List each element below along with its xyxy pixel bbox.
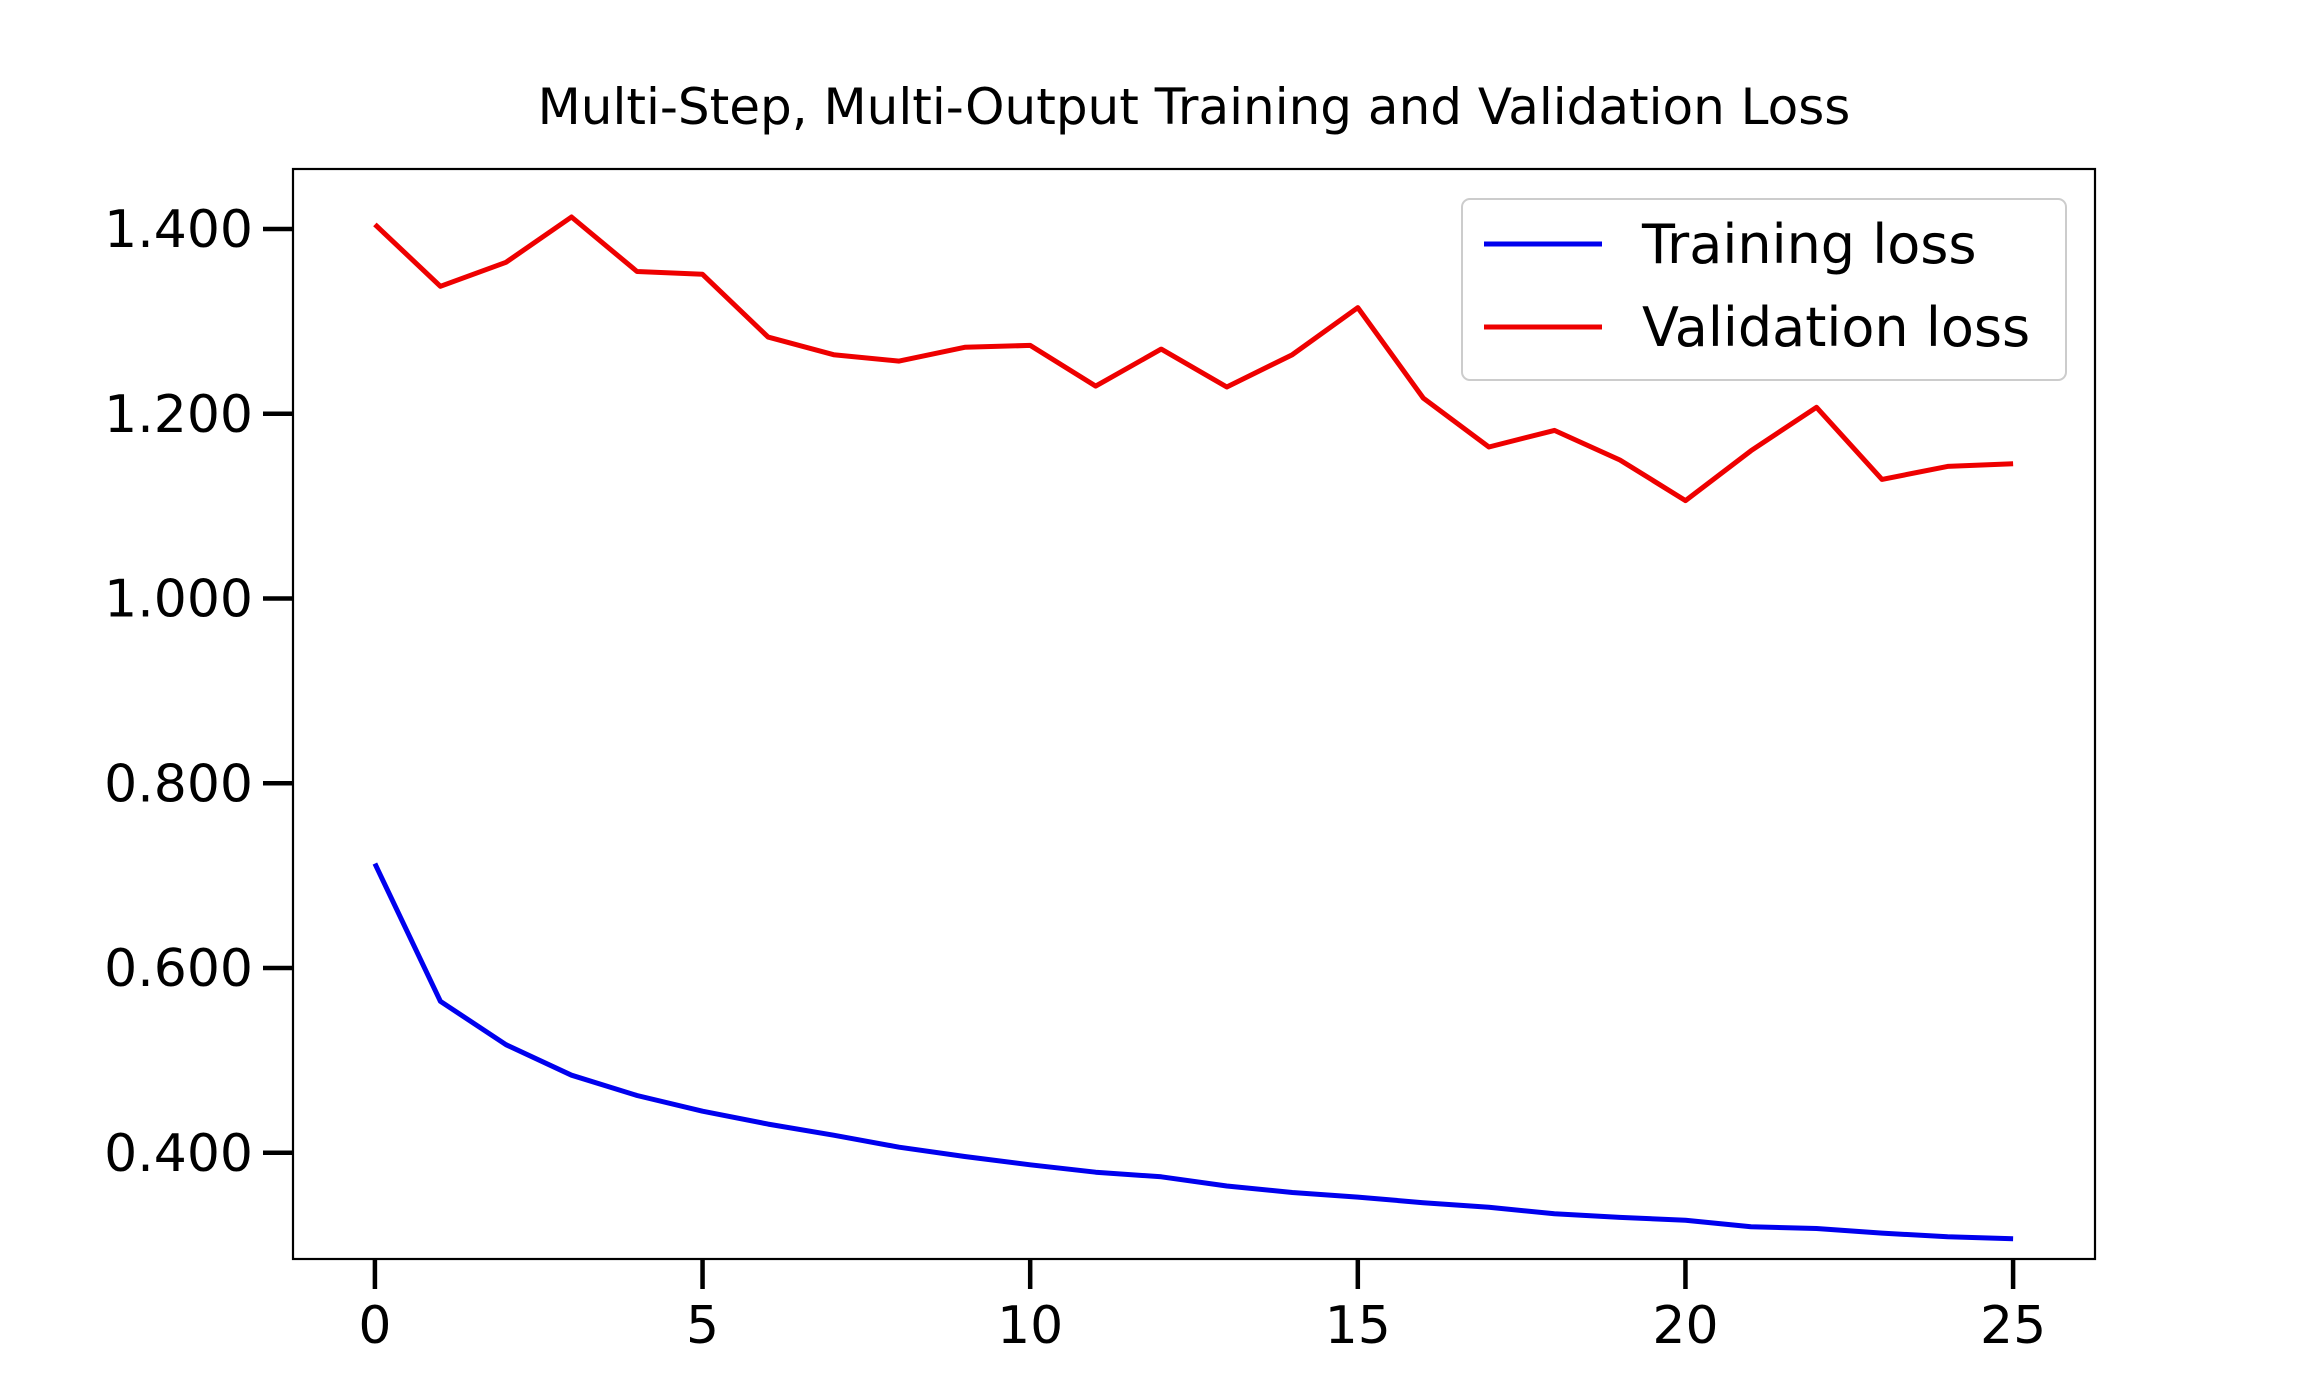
y-tick-label: 1.000 [104, 570, 253, 630]
x-tick-label: 0 [358, 1296, 391, 1356]
y-axis: 0.400 0.600 0.800 1.000 1.200 1.400 [104, 200, 293, 1184]
y-tick-label: 0.400 [104, 1124, 253, 1184]
plot-frame [291, 167, 2097, 1261]
legend-box [1461, 198, 2067, 381]
chart-title: Multi-Step, Multi-Output Training and Va… [538, 78, 1851, 136]
y-tick-label: 0.600 [104, 939, 253, 999]
legend-label-validation-loss: Validation loss [1642, 296, 2030, 359]
y-tick-label: 1.200 [104, 385, 253, 445]
x-tick-label: 5 [686, 1296, 719, 1356]
x-tick-label: 10 [997, 1296, 1063, 1356]
x-tick-label: 15 [1325, 1296, 1391, 1356]
series-line-validation-loss [373, 214, 2014, 504]
y-tick-label: 1.400 [104, 200, 253, 260]
x-tick-label: 25 [1980, 1296, 2046, 1356]
legend-label-training-loss: Training loss [1641, 213, 1977, 276]
plot-area [372, 214, 2014, 1242]
series-line-training-loss [372, 862, 2014, 1242]
x-axis: 0 5 10 15 20 25 [358, 1259, 2046, 1356]
y-tick-label: 0.800 [104, 754, 253, 814]
legend: Training loss Validation loss [1461, 198, 2067, 381]
x-tick-label: 20 [1652, 1296, 1718, 1356]
